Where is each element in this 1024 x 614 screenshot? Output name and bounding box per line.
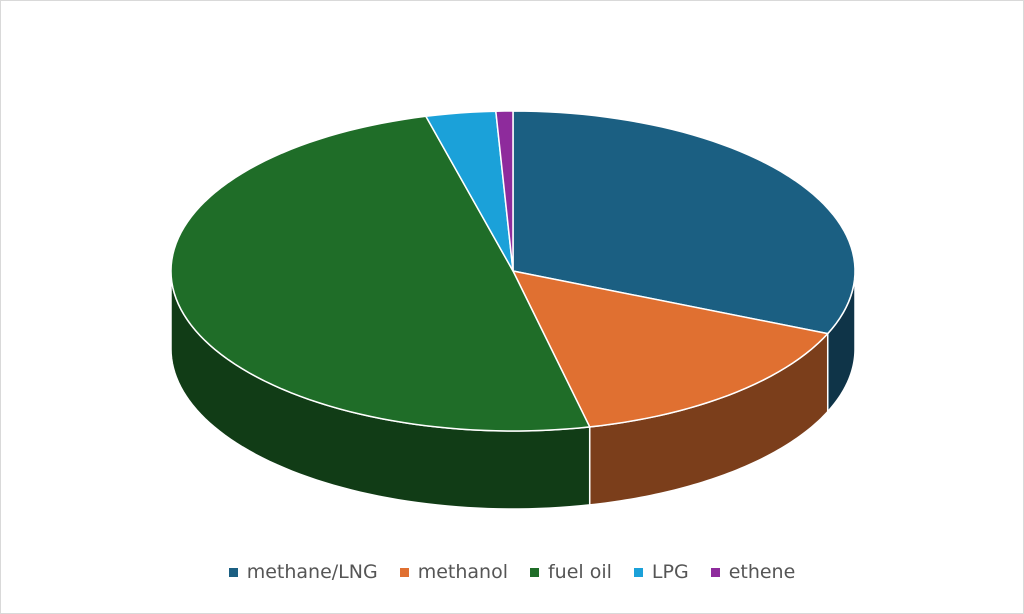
legend-swatch bbox=[633, 567, 643, 577]
legend-label: LPG bbox=[651, 561, 689, 583]
legend-label: methanol bbox=[417, 561, 508, 583]
legend-swatch bbox=[228, 567, 238, 577]
pie-slice bbox=[494, 110, 514, 272]
pie-slice bbox=[512, 110, 856, 335]
legend-swatch bbox=[529, 567, 539, 577]
legend-label: methane/LNG bbox=[246, 561, 378, 583]
legend: methane/LNG methanol fuel oil LPG ethene bbox=[1, 561, 1023, 583]
pie-slice bbox=[511, 269, 830, 428]
legend-label: ethene bbox=[728, 561, 796, 583]
legend-label: fuel oil bbox=[547, 561, 612, 583]
legend-item: fuel oil bbox=[529, 561, 612, 583]
legend-item: methane/LNG bbox=[228, 561, 378, 583]
legend-swatch bbox=[399, 567, 409, 577]
legend-swatch bbox=[710, 567, 720, 577]
pie-slice bbox=[170, 115, 591, 432]
legend-item: ethene bbox=[710, 561, 796, 583]
legend-item: LPG bbox=[633, 561, 689, 583]
legend-item: methanol bbox=[399, 561, 508, 583]
pie-slice bbox=[424, 110, 514, 272]
pie-chart bbox=[170, 110, 856, 510]
